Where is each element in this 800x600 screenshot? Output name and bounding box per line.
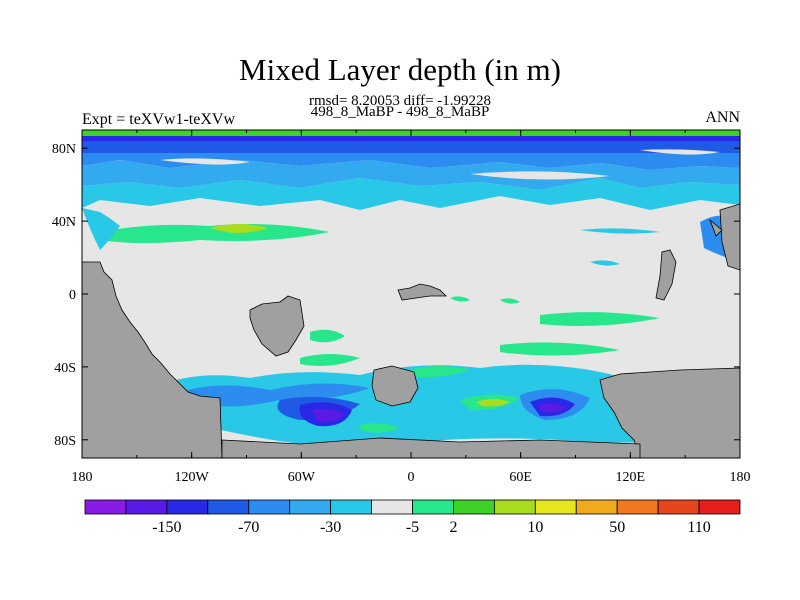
colorbar-label: 2 [449,519,457,536]
x-tick-label: 180 [730,470,751,485]
colorbar-label: -5 [406,519,419,536]
green-spot-1 [500,298,520,304]
stats-line: rmsd= 8.20053 diff= -1.99228 [308,93,492,109]
map-field [82,130,740,458]
arctic-band-deep [82,136,740,141]
colorbar-box [493,499,536,515]
colorbar-label: -30 [320,519,341,536]
nh-green-band [100,224,330,243]
south-america-land [82,261,223,458]
southern-yellow-1 [476,399,510,407]
axis-ticks: 180 120W 60W 0 60E 120E 180 80N 40N 0 40S 80S [52,130,751,485]
arctic-band-light [82,160,740,190]
southern-ocean-purple-1 [312,408,344,423]
arctic-band-blue [82,141,740,153]
south-pacific-green [500,342,620,356]
colorbar-box [657,499,700,515]
colorbar-label: 10 [527,519,543,536]
nh-east-cyan [580,228,660,234]
east-island-land [655,249,677,301]
colorbar-box [616,499,659,515]
africa-land [249,295,305,357]
nh-yellow-spot [210,224,268,233]
colorbar-box [330,499,372,515]
nh-west-cyan [82,208,120,250]
colorbar-label: 110 [687,519,710,536]
east-margin-land [719,203,740,271]
indo-green [310,329,345,343]
land-masses [82,203,740,458]
experiment-label: Expt = teXVw1-teXVw [82,111,235,128]
southern-ocean-purple-2 [538,403,566,413]
x-tick-label: 120W [175,470,210,485]
x-tick-label: 120E [616,470,646,485]
season-label: ANN [705,109,740,126]
y-tick-label: 40S [54,361,76,376]
arctic-gap-3 [640,149,720,155]
x-tick-label: 60W [288,470,316,485]
colorbar-box [412,499,454,515]
colorbar-box [698,499,741,515]
antarctic-east-land [599,367,740,458]
colorbar-box [575,499,618,515]
colorbar: -150 -70 -30 -5 2 10 50 110 [84,499,741,536]
southern-ocean-blue-1 [180,383,370,407]
colorbar-box [248,499,291,515]
indo-green-2 [300,354,360,366]
y-tick-label: 0 [69,288,76,303]
southern-green-3 [410,366,470,378]
southern-green-2 [360,423,400,433]
arctic-gap-1 [160,158,250,165]
pacific-cyan-spot [590,260,620,266]
x-tick-label: 180 [72,470,93,485]
arctic-band-cyan [82,178,740,210]
colorbar-box [534,499,577,515]
east-small-land [709,218,723,237]
colorbar-label: -70 [238,519,259,536]
chart-title: Mixed Layer depth (in m) [239,52,561,87]
colorbar-label: 50 [609,519,625,536]
colorbar-label: -150 [152,519,181,536]
arctic-band-mid [82,153,740,170]
green-spot-2 [450,296,470,302]
australia-land [371,365,419,407]
colorbar-box [371,499,413,515]
x-tick-label: 60E [509,470,532,485]
antarctica-land [221,437,641,458]
colorbar-box [125,499,168,515]
y-tick-label: 40N [52,215,76,230]
colorbar-box [84,499,127,515]
y-tick-label: 80S [54,434,76,449]
southern-ocean-cyan [160,364,680,444]
colorbar-box [166,499,209,515]
maritime-continent-land [397,283,447,301]
x-tick-label: 0 [408,470,415,485]
chart-subtitle: 498_8_MaBP - 498_8_MaBP [310,104,490,120]
colorbar-box [289,499,332,515]
se-pacific-green [540,312,660,326]
arctic-gap-2 [470,171,610,180]
colorbar-box [207,499,250,515]
y-tick-label: 80N [52,142,76,157]
colorbar-box [453,499,495,515]
